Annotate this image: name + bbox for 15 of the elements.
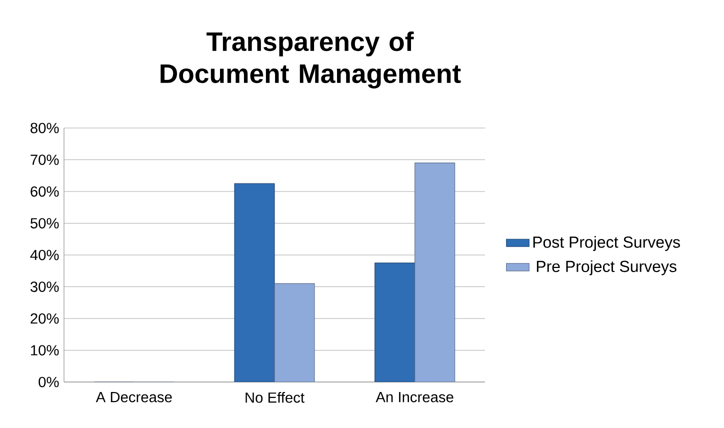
y-tick-label: 80% (30, 122, 59, 134)
chart-title: Transparency of Document Management (160, 32, 461, 88)
x-tick-label: No Effect (246, 392, 304, 403)
x-tick-label: A Decrease (96, 392, 172, 402)
y-tick-label: 50% (30, 218, 59, 228)
y-tick-label: 60% (30, 186, 59, 197)
y-tick-label: 70% (30, 154, 59, 165)
legend-label: Post Project Surveys (533, 236, 680, 251)
y-tick-label: 0% (38, 376, 59, 388)
legend-label: Pre Project Surveys (536, 260, 676, 276)
y-tick-label: 10% (31, 345, 59, 356)
y-tick-label: 30% (30, 282, 59, 292)
x-tick-label: An Increase (376, 392, 454, 402)
y-tick-label: 20% (30, 313, 59, 324)
y-tick-label: 40% (30, 250, 59, 260)
